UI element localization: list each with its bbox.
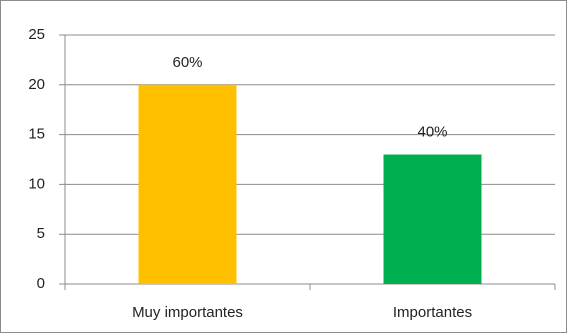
- annotation: 40%: [417, 123, 447, 140]
- y-tick-label: 15: [28, 126, 45, 143]
- y-tick-label: 10: [28, 175, 45, 192]
- x-tick-label: Importantes: [393, 304, 472, 321]
- y-tick-label: 0: [37, 275, 45, 292]
- y-tick-label: 20: [28, 76, 45, 93]
- x-tick-label: Muy importantes: [132, 304, 243, 321]
- annotation: 60%: [172, 54, 202, 71]
- bar: [383, 154, 482, 284]
- bar: [138, 84, 237, 284]
- y-tick-label: 25: [28, 26, 45, 43]
- y-tick-label: 5: [37, 225, 45, 242]
